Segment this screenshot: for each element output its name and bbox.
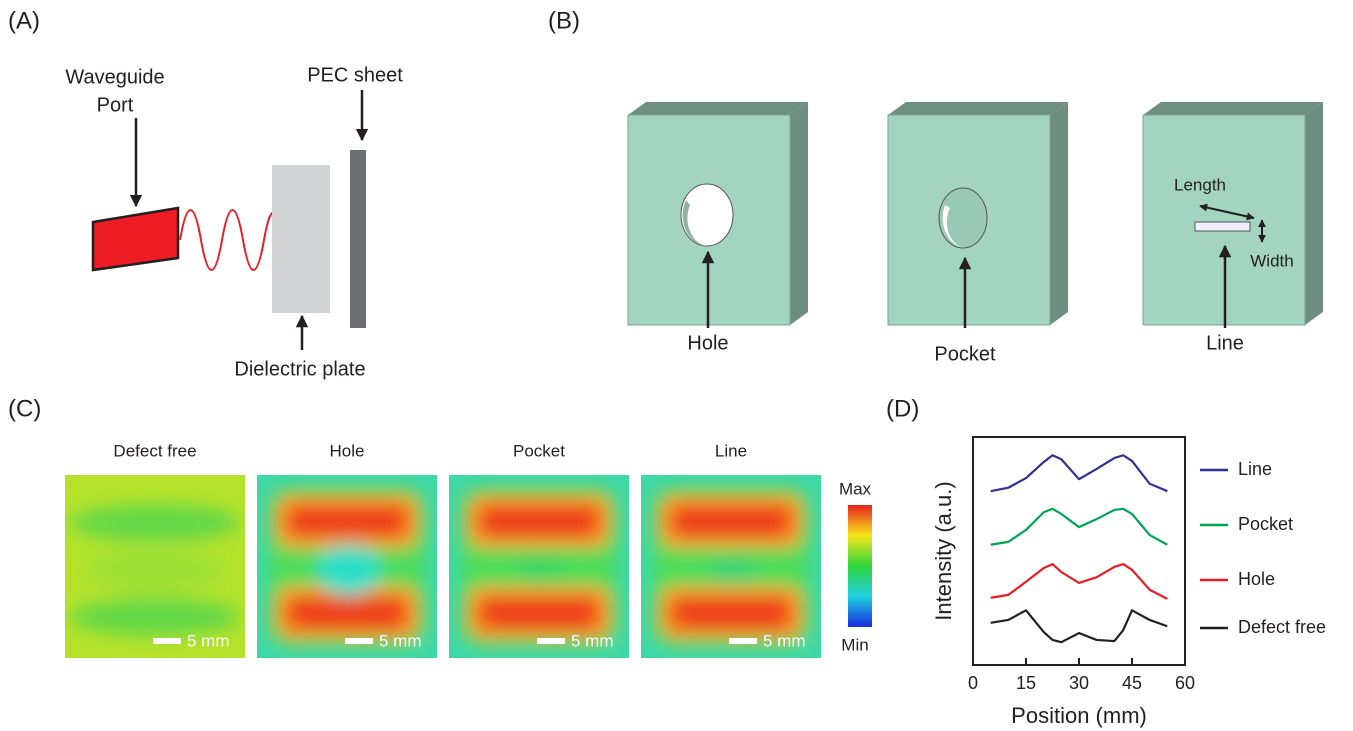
label: Width	[1250, 251, 1293, 270]
scale-bar-label: 5 mm	[187, 631, 230, 650]
colorbar-min: Min	[841, 635, 868, 654]
panel-label: (A)	[8, 7, 40, 34]
scale-bar-label: 5 mm	[763, 631, 806, 650]
panel-label: (B)	[548, 7, 580, 34]
label: Hole	[687, 332, 728, 354]
x-tick-label: 15	[1016, 673, 1036, 693]
panel-label: (D)	[886, 395, 919, 422]
x-tick-label: 0	[968, 673, 978, 693]
legend-label: Pocket	[1238, 514, 1293, 534]
colorbar	[848, 505, 872, 627]
series-line	[991, 455, 1168, 491]
label: Port	[97, 94, 134, 116]
plate	[628, 102, 808, 325]
pec-sheet	[350, 150, 366, 328]
scale-bar	[153, 638, 181, 644]
plot-frame	[973, 437, 1185, 665]
label: PEC sheet	[307, 64, 403, 86]
label: Dielectric plate	[234, 358, 365, 380]
heatmap: 5 mm	[449, 475, 629, 658]
map-title: Line	[715, 441, 747, 460]
map-title: Pocket	[513, 441, 565, 460]
scale-bar	[537, 638, 565, 644]
label: Pocket	[934, 343, 996, 365]
heatmap: 5 mm	[65, 475, 245, 658]
colorbar-max: Max	[839, 479, 872, 498]
heatmap: 5 mm	[257, 475, 437, 658]
legend-label: Hole	[1238, 569, 1275, 589]
dielectric-plate	[272, 165, 330, 313]
scale-bar-label: 5 mm	[379, 631, 422, 650]
heatmap: 5 mm	[641, 475, 821, 658]
x-tick-label: 45	[1122, 673, 1142, 693]
x-axis-label: Position (mm)	[1011, 703, 1147, 728]
y-axis-label: Intensity (a.u.)	[931, 481, 956, 620]
legend-label: Line	[1238, 459, 1272, 479]
label: Waveguide	[65, 66, 164, 88]
panel-label: (C)	[8, 395, 41, 422]
series-line	[991, 509, 1168, 545]
map-title: Defect free	[113, 441, 196, 460]
wave	[180, 210, 285, 270]
series-line	[991, 610, 1168, 642]
waveguide-port	[93, 208, 178, 270]
label: Line	[1206, 332, 1244, 354]
plate	[888, 102, 1068, 325]
scale-bar	[729, 638, 757, 644]
x-tick-label: 60	[1175, 673, 1195, 693]
plate	[1143, 102, 1323, 325]
x-tick-label: 30	[1069, 673, 1089, 693]
scale-bar-label: 5 mm	[571, 631, 614, 650]
figure: (A) Waveguide Port PEC sheet Dielectric …	[0, 0, 1353, 731]
map-title: Hole	[330, 441, 365, 460]
series-line	[991, 564, 1168, 599]
scale-bar	[345, 638, 373, 644]
label: Length	[1174, 175, 1226, 194]
legend-label: Defect free	[1238, 617, 1326, 637]
